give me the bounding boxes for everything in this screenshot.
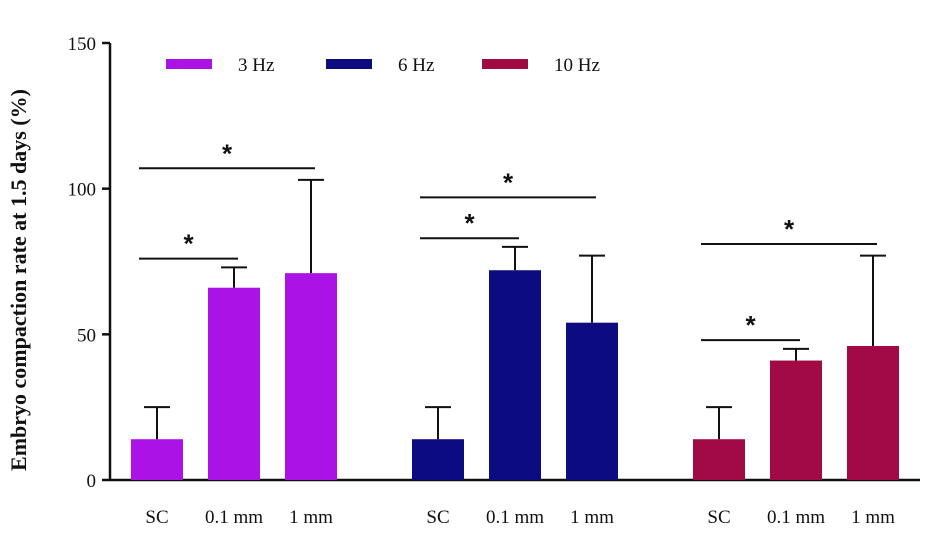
y-axis-label: Embryo compaction rate at 1.5 days (%): [6, 89, 31, 471]
significance-star: *: [745, 310, 756, 340]
bar: [770, 360, 822, 480]
x-tick-label: 1 mm: [851, 507, 895, 528]
x-tick-label: SC: [707, 507, 730, 528]
legend-swatch: [166, 59, 212, 69]
x-tick-label: 0.1 mm: [767, 507, 825, 528]
legend-label: 3 Hz: [238, 55, 274, 76]
y-tick-label: 0: [87, 471, 97, 492]
legend-swatch: [482, 59, 528, 69]
x-tick-label: SC: [145, 507, 168, 528]
significance-star: *: [784, 214, 795, 244]
significance-star: *: [183, 229, 194, 259]
bar: [566, 322, 618, 480]
x-tick-label: 0.1 mm: [205, 507, 263, 528]
bar: [693, 439, 745, 480]
legend: 3 Hz 6 Hz 10 Hz: [166, 55, 600, 76]
x-tick-label: 1 mm: [570, 507, 614, 528]
legend-label: 10 Hz: [554, 55, 600, 76]
significance-star: *: [464, 208, 475, 238]
bar: [847, 345, 899, 480]
bar: [285, 273, 337, 480]
bar: [208, 287, 260, 480]
x-tick-label: 0.1 mm: [486, 507, 544, 528]
y-tick-label: 100: [68, 180, 97, 201]
significance-brackets: * * * * * *: [139, 138, 877, 342]
significance-star: *: [222, 138, 233, 168]
x-tick-label: SC: [426, 507, 449, 528]
y-tick-label: 50: [77, 325, 96, 346]
bar: [131, 439, 183, 480]
bar: [412, 439, 464, 480]
significance-star: *: [503, 167, 514, 197]
legend-label: 6 Hz: [398, 55, 434, 76]
bar: [489, 270, 541, 480]
y-tick-label: 150: [68, 34, 97, 55]
legend-swatch: [326, 59, 372, 69]
x-tick-label: 1 mm: [289, 507, 333, 528]
bars: SC 0.1 mm 1 mm SC 0.1 mm 1 mm SC 0.1 mm 1 mm: [131, 178, 899, 528]
